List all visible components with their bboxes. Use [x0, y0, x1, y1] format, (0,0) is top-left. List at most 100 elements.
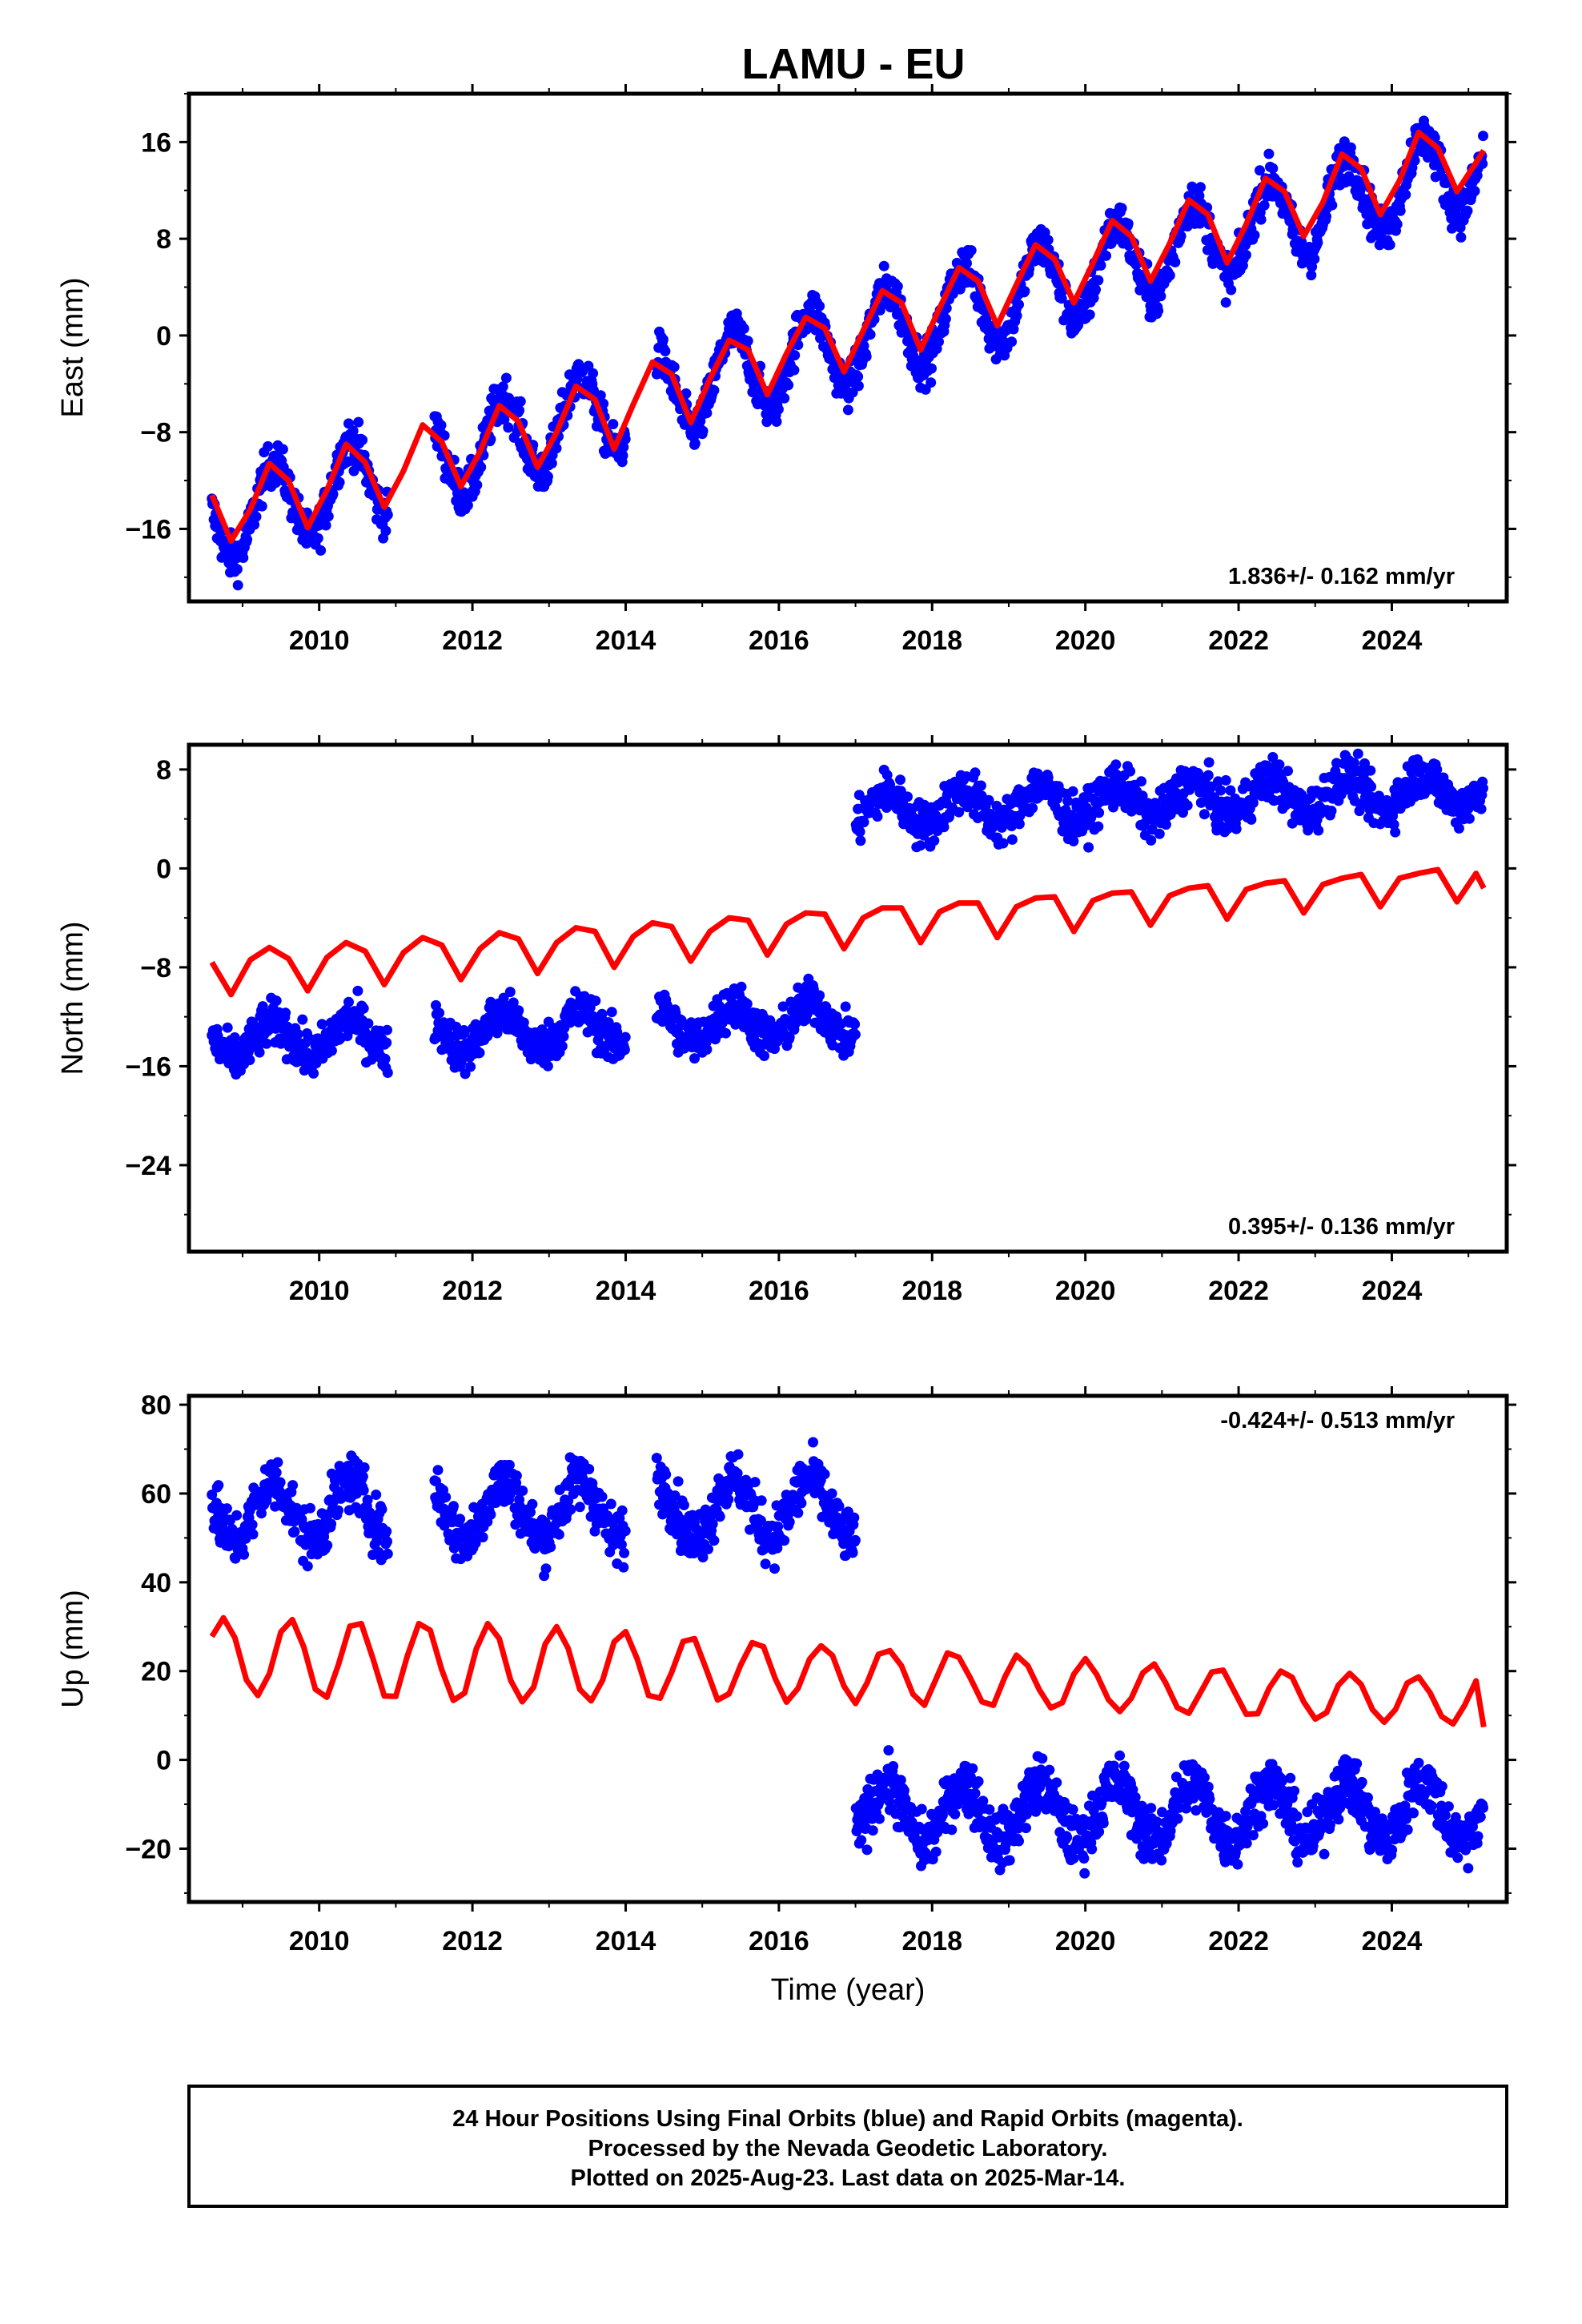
observation-point	[892, 281, 903, 292]
observation-point	[1155, 291, 1166, 302]
observation-point	[470, 1538, 481, 1549]
observation-point	[833, 1501, 845, 1512]
observation-point	[966, 245, 977, 256]
observation-point	[854, 826, 865, 838]
x-tick-label: 2022	[1208, 625, 1269, 656]
observation-point	[1213, 776, 1223, 787]
observation-point	[853, 371, 864, 382]
observation-point	[1093, 275, 1104, 286]
observation-point	[1011, 310, 1022, 321]
north-rate-label: 0.395+/- 0.136 mm/yr	[1228, 1214, 1455, 1240]
observation-point	[742, 336, 753, 347]
observation-point	[617, 450, 628, 461]
observation-point	[1309, 253, 1320, 264]
observation-point	[937, 1810, 948, 1821]
observation-point	[326, 1518, 337, 1530]
observation-point	[760, 1558, 771, 1570]
observation-point	[1014, 818, 1025, 830]
observation-point	[362, 1494, 373, 1506]
observation-point	[553, 1529, 564, 1540]
observation-point	[1464, 813, 1475, 824]
observation-point	[954, 806, 965, 818]
observation-point	[842, 404, 853, 416]
observation-point	[357, 434, 368, 445]
observation-point	[1339, 136, 1350, 147]
observation-point	[885, 779, 895, 790]
observation-point	[1240, 249, 1251, 260]
observation-point	[542, 1060, 553, 1072]
observation-point	[733, 1449, 744, 1460]
observation-point	[908, 351, 919, 362]
observation-point	[1125, 766, 1136, 777]
observation-point	[359, 1462, 370, 1473]
observation-point	[1409, 155, 1420, 166]
north-frame	[187, 742, 1509, 1254]
observation-point	[651, 1453, 662, 1464]
observation-point	[1391, 219, 1403, 230]
observation-point	[1313, 825, 1324, 836]
observation-point	[477, 1532, 488, 1542]
observation-point	[784, 1517, 795, 1527]
observation-point	[1084, 309, 1095, 320]
observation-point	[1283, 766, 1293, 777]
observation-point	[1384, 239, 1395, 251]
observation-point	[1027, 802, 1038, 814]
observation-point	[689, 438, 701, 449]
observation-point	[271, 995, 282, 1007]
observation-point	[1195, 182, 1206, 193]
observation-point	[1090, 284, 1101, 296]
observation-point	[1349, 758, 1359, 769]
observation-point	[849, 1534, 861, 1546]
observation-point	[697, 425, 709, 436]
observation-point	[755, 1515, 766, 1526]
observation-point	[316, 1019, 327, 1030]
observation-point	[1108, 802, 1118, 813]
observation-point	[858, 817, 869, 828]
observation-point	[709, 1535, 720, 1546]
observation-point	[1008, 324, 1019, 335]
observation-point	[256, 501, 267, 512]
observation-point	[769, 1563, 780, 1574]
observation-point	[723, 1494, 734, 1505]
observation-point	[459, 1027, 470, 1039]
observation-point	[382, 1536, 392, 1547]
x-tick-label: 2016	[749, 1276, 809, 1306]
observation-point	[498, 992, 509, 1003]
observation-point	[673, 1476, 684, 1487]
observation-point	[352, 985, 363, 996]
observation-point	[675, 1514, 686, 1525]
y-tick-label: −16	[125, 1051, 171, 1082]
up-observations	[207, 1437, 1488, 1879]
observation-point	[620, 1031, 631, 1043]
observation-point	[618, 441, 629, 452]
observation-point	[358, 1003, 369, 1014]
observation-point	[292, 1028, 303, 1039]
observation-point	[322, 1540, 333, 1551]
observation-point	[517, 1486, 528, 1496]
observation-point	[973, 1776, 984, 1787]
observation-point	[967, 1763, 978, 1774]
observation-point	[595, 390, 606, 401]
observation-point	[504, 987, 516, 998]
observation-point	[902, 791, 913, 802]
observation-point	[500, 372, 512, 384]
figure-title: LAMU - EU	[742, 40, 966, 88]
observation-point	[872, 811, 883, 822]
observation-point	[357, 1471, 368, 1482]
observation-point	[1247, 798, 1259, 808]
observation-point	[584, 1464, 595, 1474]
observation-point	[376, 1504, 387, 1515]
observation-point	[1110, 759, 1122, 770]
observation-point	[1390, 826, 1401, 838]
observation-point	[619, 1044, 630, 1055]
observation-point	[254, 1047, 265, 1058]
observation-point	[1042, 235, 1054, 246]
observation-point	[371, 1490, 382, 1500]
observation-point	[881, 770, 893, 781]
observation-point	[230, 1553, 241, 1564]
observation-point	[895, 774, 905, 786]
observation-point	[895, 1775, 906, 1786]
observation-point	[689, 1053, 700, 1064]
observation-point	[1019, 286, 1030, 297]
observation-point	[513, 1005, 524, 1016]
